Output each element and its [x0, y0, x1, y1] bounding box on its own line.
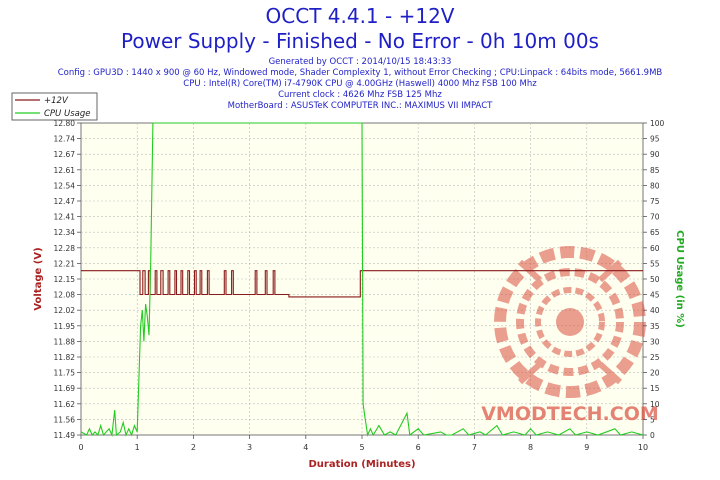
y-tick-left-label: 11.49: [54, 431, 76, 440]
y-tick-left-label: 12.54: [54, 181, 76, 190]
x-tick-label: 4: [303, 443, 308, 452]
x-tick-label: 1: [135, 443, 140, 452]
y-tick-right-label: 40: [650, 306, 660, 315]
legend-label-cpu: CPU Usage: [44, 109, 90, 119]
y-tick-left-label: 12.28: [54, 244, 76, 253]
y-ticks-right: 0 5 10 15 20 25 30 35 40 45 50 55 60 65 70 75 80 85 90 95 10…: [643, 119, 665, 440]
y-tick-left-label: 12.15: [54, 275, 76, 284]
info-clock: Current clock : 4626 Mhz FSB 125 Mhz: [278, 90, 442, 100]
series-line-cpu-usage: [80, 122, 644, 438]
y-tick-right-label: 75: [650, 197, 660, 206]
y-tick-right-label: 5: [650, 415, 655, 424]
y-tick-left-label: 12.47: [54, 197, 76, 206]
y-tick-right-label: 20: [650, 369, 660, 378]
y-tick-right-label: 15: [650, 384, 660, 393]
y-ticks-left: 11.49 11.56 11.62 11.69 11.75 11.82 11.88 11.95…: [54, 119, 81, 440]
y-tick-right-label: 45: [650, 291, 660, 300]
y-tick-right-label: 85: [650, 166, 660, 175]
x-axis-label: Duration (Minutes): [308, 459, 415, 470]
y-tick-right-label: 100: [650, 119, 665, 128]
y-tick-right-label: 10: [650, 400, 660, 409]
y-tick-right-label: 60: [650, 244, 660, 253]
x-tick-label: 3: [247, 443, 252, 452]
legend: +12V CPU Usage: [11, 92, 98, 121]
y-tick-left-label: 12.08: [54, 291, 76, 300]
y-tick-left-label: 11.95: [54, 322, 76, 331]
y-tick-right-label: 0: [650, 431, 655, 440]
y-tick-left-label: 12.80: [54, 119, 76, 128]
legend-box: [11, 92, 98, 121]
x-tick-label: 9: [584, 443, 589, 452]
y-axis-label-right: CPU Usage (in %): [674, 230, 685, 328]
y-tick-left-label: 11.62: [54, 400, 76, 409]
series-line-voltage: [81, 270, 643, 298]
y-axis-label-left: Voltage (V): [33, 247, 44, 310]
y-tick-left-label: 12.41: [54, 213, 76, 222]
watermark-text: VMODTECH.COM: [481, 403, 659, 425]
x-tick-label: 6: [416, 443, 421, 452]
y-tick-right-label: 90: [650, 150, 660, 159]
y-tick-right-label: 30: [650, 337, 660, 346]
y-tick-left-label: 11.69: [54, 384, 76, 393]
y-tick-right-label: 50: [650, 275, 660, 284]
y-tick-left-label: 11.82: [54, 353, 76, 362]
x-tick-label: 2: [191, 443, 196, 452]
y-tick-left-label: 12.67: [54, 150, 76, 159]
y-tick-right-label: 65: [650, 228, 660, 237]
y-tick-right-label: 25: [650, 353, 660, 362]
info-motherboard: MotherBoard : ASUSTeK COMPUTER INC.: MAX…: [227, 101, 493, 111]
info-config: Config : GPU3D : 1440 x 900 @ 60 Hz, Win…: [57, 68, 663, 78]
chart-subtitle: Power Supply - Finished - No Error - 0h …: [121, 29, 599, 53]
y-tick-left-label: 12.34: [54, 228, 76, 237]
x-tick-label: 10: [638, 443, 648, 452]
x-tick-label: 8: [528, 443, 533, 452]
x-tick-label: 5: [359, 443, 364, 452]
y-tick-left-label: 11.75: [54, 369, 76, 378]
y-tick-left-label: 12.02: [54, 306, 76, 315]
x-tick-label: 7: [472, 443, 477, 452]
y-tick-right-label: 35: [650, 322, 660, 331]
x-ticks: 0 1 2 3 4 5 6 7 8 9 10: [78, 435, 648, 452]
y-tick-right-label: 70: [650, 213, 660, 222]
y-tick-left-label: 11.56: [54, 415, 76, 424]
legend-label-voltage: +12V: [44, 96, 69, 106]
series-layer: [80, 122, 644, 438]
y-tick-left-label: 12.61: [54, 166, 76, 175]
chart-title: OCCT 4.4.1 - +12V: [265, 4, 455, 28]
info-generated: Generated by OCCT : 2014/10/15 18:43:33: [268, 57, 452, 67]
y-tick-left-label: 12.74: [54, 135, 76, 144]
y-tick-right-label: 95: [650, 135, 660, 144]
y-tick-left-label: 11.88: [54, 337, 76, 346]
y-tick-right-label: 80: [650, 181, 660, 190]
y-tick-right-label: 55: [650, 259, 660, 268]
x-tick-label: 0: [78, 443, 83, 452]
y-tick-left-label: 12.21: [54, 259, 76, 268]
info-cpu: CPU : Intel(R) Core(TM) i7-4790K CPU @ 4…: [183, 79, 537, 89]
